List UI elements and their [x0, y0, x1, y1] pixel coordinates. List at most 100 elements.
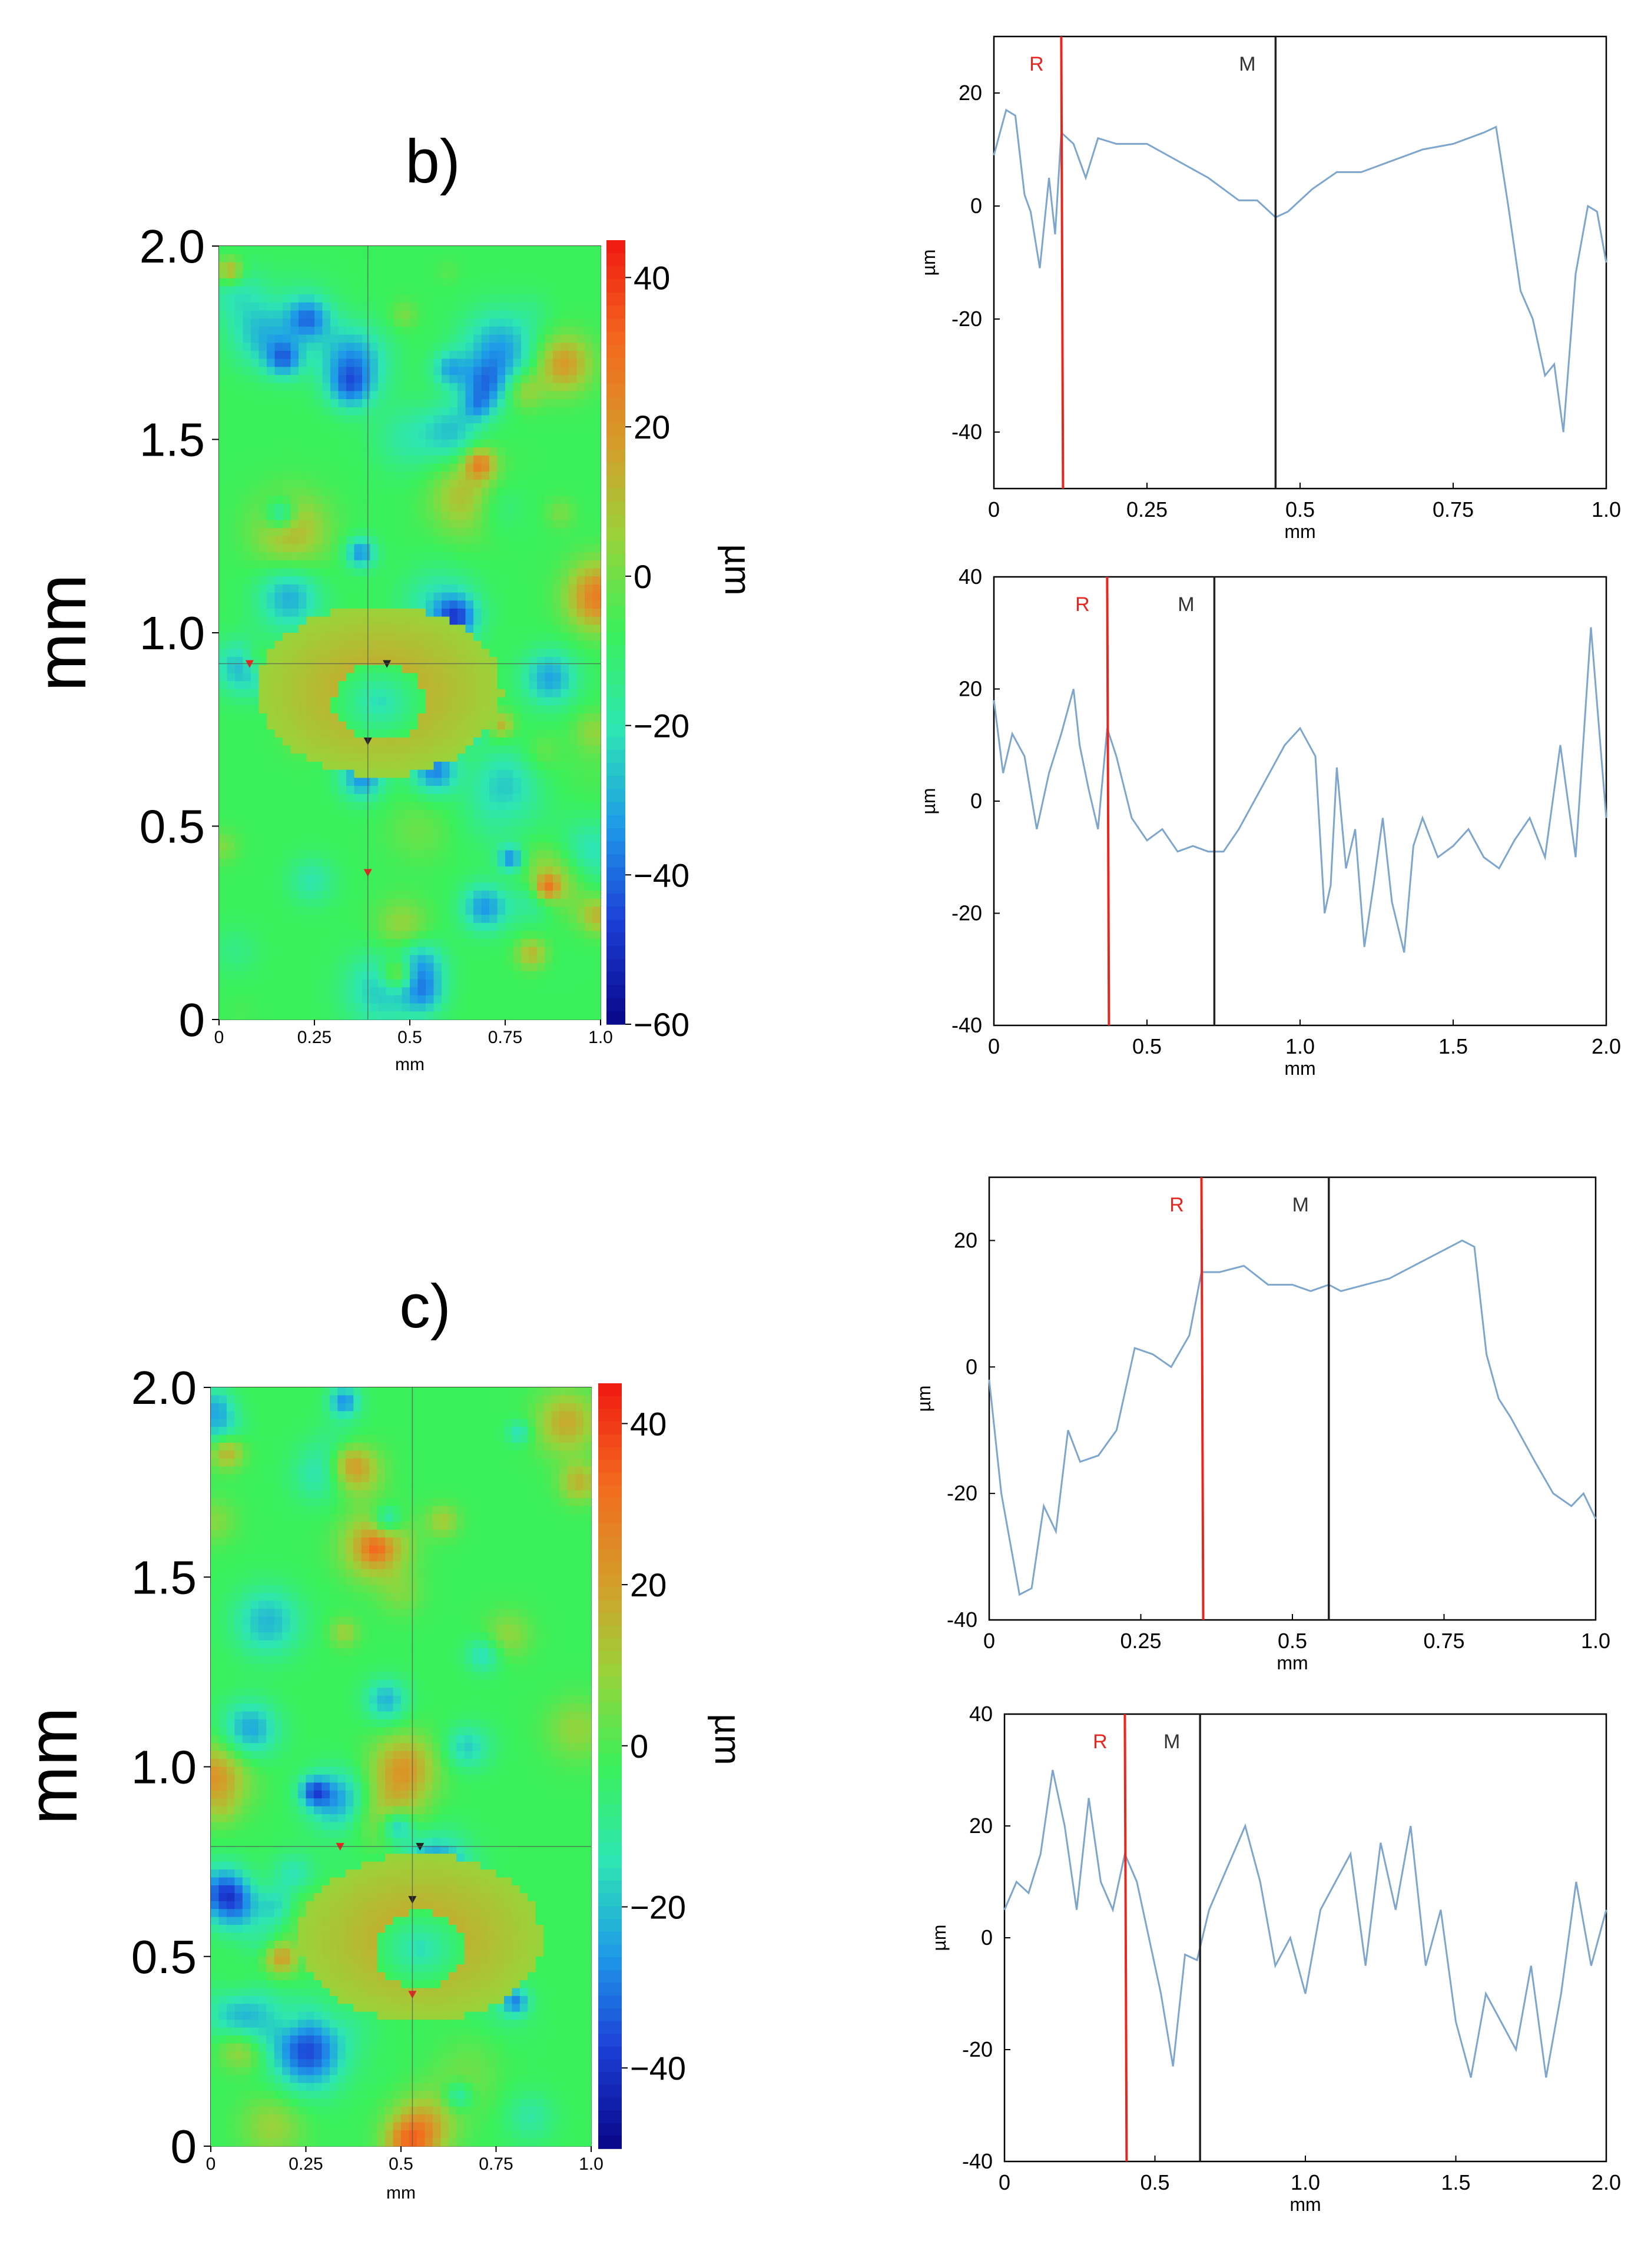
heatmap-cell — [338, 769, 347, 778]
heatmap-cell — [433, 802, 442, 811]
heatmap-cell — [417, 487, 426, 496]
heatmap-cell — [290, 745, 299, 754]
heatmap-cell — [267, 399, 276, 408]
heatmap-cell — [402, 294, 410, 303]
heatmap-cell — [481, 1011, 490, 1020]
heatmap-cell — [322, 947, 331, 956]
heatmap-cell — [378, 608, 387, 617]
heatmap-cell — [592, 810, 601, 819]
heatmap-cell — [457, 834, 466, 843]
heatmap-cell — [561, 262, 569, 271]
heatmap-cell — [283, 326, 291, 336]
heatmap-cell — [267, 326, 276, 336]
heatmap-cell — [489, 278, 498, 287]
heatmap-cell — [426, 520, 435, 529]
heatmap-cell — [274, 576, 283, 585]
heatmap-cell — [529, 778, 538, 786]
heatmap-cell — [346, 496, 355, 504]
heatmap-cell — [299, 512, 307, 520]
heatmap-cell — [513, 729, 522, 738]
heatmap-cell — [314, 939, 323, 948]
heatmap-cell — [283, 512, 291, 520]
heatmap-cell — [410, 334, 419, 343]
heatmap-cell — [346, 471, 355, 480]
heatmap-cell — [322, 512, 331, 520]
heatmap-cell — [330, 649, 339, 658]
heatmap-cell — [576, 689, 585, 698]
heatmap-cell — [433, 955, 442, 964]
heatmap-cell — [258, 947, 267, 956]
heatmap-cell — [505, 979, 514, 988]
heatmap-cell — [314, 891, 323, 899]
heatmap-cell — [433, 391, 442, 400]
heatmap-cell — [465, 584, 474, 593]
heatmap-cell — [394, 673, 403, 682]
heatmap-cell — [330, 818, 339, 827]
heatmap-cell — [537, 415, 546, 424]
heatmap-cell — [219, 463, 228, 472]
heatmap-cell — [513, 963, 522, 972]
heatmap-cell — [481, 874, 490, 883]
heatmap-cell — [322, 375, 331, 384]
heatmap-cell — [266, 1403, 275, 1412]
heatmap-cell — [322, 302, 331, 311]
heatmap-cell — [290, 625, 299, 633]
heatmap-cell — [576, 367, 585, 376]
heatmap-cell — [354, 802, 363, 811]
heatmap-cell — [299, 729, 307, 738]
heatmap-cell — [393, 1411, 402, 1420]
heatmap-cell — [417, 649, 426, 658]
heatmap-cell — [290, 891, 299, 899]
heatmap-cell — [426, 939, 435, 948]
heatmap-cell — [417, 600, 426, 609]
heatmap-cell — [378, 713, 387, 722]
heatmap-cell — [410, 479, 419, 489]
heatmap-cell — [433, 681, 442, 690]
heatmap-cell — [402, 1003, 410, 1012]
heatmap-cell — [219, 850, 228, 859]
heatmap-cell — [521, 753, 530, 762]
heatmap-cell — [545, 343, 553, 351]
heatmap-cell — [592, 737, 601, 746]
heatmap-cell — [545, 898, 553, 907]
heatmap-cell — [513, 455, 522, 464]
heatmap-cell — [497, 1011, 506, 1020]
heatmap-cell — [426, 358, 435, 367]
heatmap-cell — [402, 616, 410, 625]
heatmap-cell — [410, 995, 419, 1004]
heatmap-cell — [433, 729, 442, 738]
heatmap-cell — [346, 834, 355, 843]
heatmap-cell — [481, 447, 490, 456]
heatmap-cell — [545, 640, 553, 649]
heatmap-cell — [497, 294, 506, 303]
heatmap-cell — [569, 802, 578, 811]
heatmap-cell — [426, 810, 435, 819]
heatmap-cell — [592, 616, 601, 625]
heatmap-cell — [521, 343, 530, 351]
heatmap-cell — [545, 544, 553, 553]
heatmap-cell — [569, 246, 578, 255]
heatmap-cell — [497, 891, 506, 899]
heatmap-cell — [529, 584, 538, 593]
heatmap-cell — [283, 834, 291, 843]
heatmap-cell — [306, 262, 315, 271]
heatmap-cell — [545, 375, 553, 384]
heatmap-cell — [354, 399, 363, 408]
heatmap-cell — [457, 487, 466, 496]
heatmap-cell — [378, 995, 387, 1004]
heatmap-cell — [234, 1427, 243, 1436]
heatmap-cell — [354, 254, 363, 263]
heatmap-cell — [267, 608, 276, 617]
heatmap-cell — [449, 786, 458, 795]
heatmap-cell — [370, 439, 379, 448]
heatmap-cell — [513, 866, 522, 875]
heatmap-cell — [227, 391, 236, 400]
heatmap-cell — [394, 415, 403, 424]
heatmap-cell — [274, 778, 283, 786]
heatmap-cell — [370, 318, 379, 327]
heatmap-cell — [299, 415, 307, 424]
heatmap-cell — [402, 697, 410, 706]
heatmap-cell — [314, 334, 323, 343]
heatmap-cell — [267, 600, 276, 609]
heatmap-cell — [569, 350, 578, 360]
